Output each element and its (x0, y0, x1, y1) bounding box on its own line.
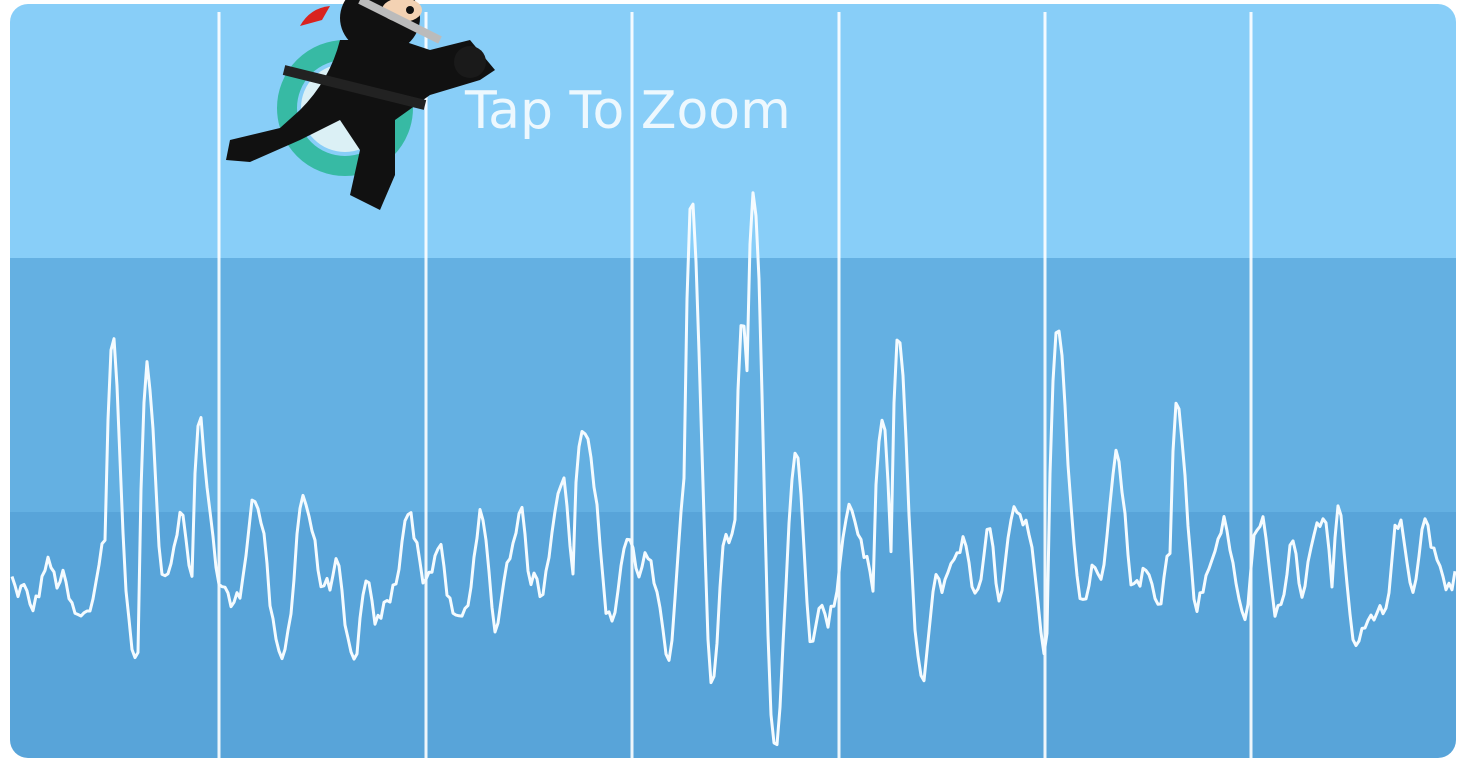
waveform (10, 191, 1456, 747)
divider-lines (217, 12, 1253, 758)
band-top (10, 4, 1456, 260)
ninja-character (226, 0, 495, 210)
tap-to-zoom-hint[interactable]: Tap To Zoom (464, 81, 791, 141)
band-middle (10, 258, 1456, 514)
zoom-panel[interactable]: Tap To Zoom (10, 4, 1456, 760)
band-bottom (10, 512, 1456, 758)
